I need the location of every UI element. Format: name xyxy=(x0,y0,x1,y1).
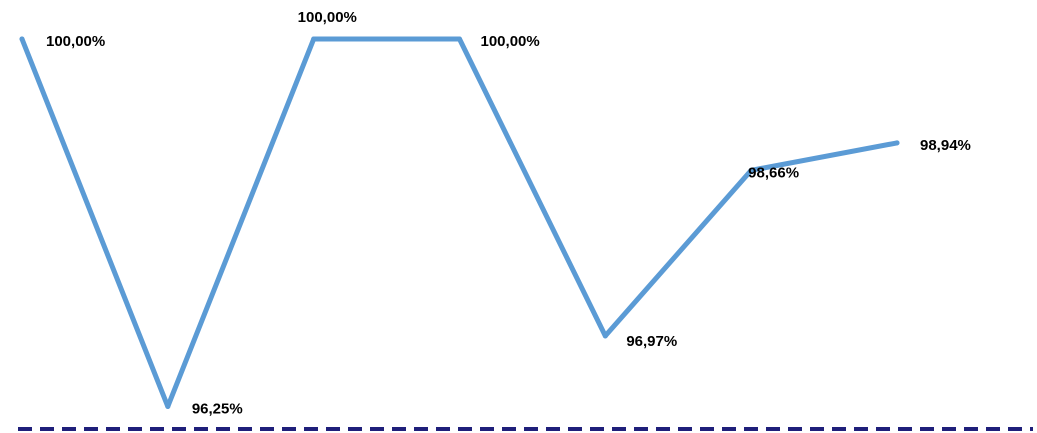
series-line xyxy=(22,39,897,407)
data-label: 100,00% xyxy=(481,33,540,50)
data-point xyxy=(895,140,900,145)
data-point xyxy=(311,37,316,42)
data-point xyxy=(457,37,462,42)
series-layer xyxy=(20,37,900,410)
data-point xyxy=(20,37,25,42)
data-label: 96,25% xyxy=(192,401,243,418)
data-point xyxy=(603,333,608,338)
data-point xyxy=(165,404,170,409)
data-label: 98,66% xyxy=(748,164,799,181)
data-label: 100,00% xyxy=(298,9,357,26)
data-labels-layer: 100,00% 96,25% 100,00% 100,00% 96,97% 98,66% 9… xyxy=(46,9,971,418)
data-label: 100,00% xyxy=(46,33,105,50)
data-label: 98,94% xyxy=(920,137,971,154)
data-label: 96,97% xyxy=(626,333,677,350)
